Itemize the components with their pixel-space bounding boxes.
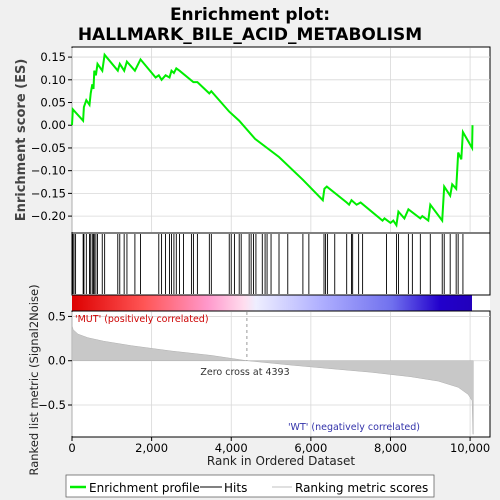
es-ytick-label: −0.15 <box>31 186 66 200</box>
metric-xlabel: Rank in Ordered Dataset <box>207 454 355 468</box>
es-plot-area <box>71 46 491 234</box>
metric-ytick-label: −0.5 <box>38 398 66 412</box>
metric-ytick-label: 0.5 <box>48 309 66 323</box>
es-ytick-label: −0.10 <box>31 164 66 178</box>
hits-marks <box>72 234 464 294</box>
metric-ylabel: Ranked list metric (Signal2Noise) <box>27 284 41 475</box>
x-tick-label: 2,000 <box>135 441 168 455</box>
metric-ytick-label: 0.0 <box>48 354 66 368</box>
rank-color-bar-tail <box>472 295 490 311</box>
es-ytick-label: −0.05 <box>31 141 66 155</box>
es-grid <box>71 48 490 232</box>
es-y-axis: 0.15 0.10 0.05 0.00 −0.05 −0.10 −0.15 −0.20 <box>31 50 72 223</box>
es-ytick-label: −0.20 <box>31 209 66 223</box>
chart-title-line1: Enrichment plot: <box>170 5 330 25</box>
es-line <box>71 52 474 228</box>
es-ylabel: Enrichment score (ES) <box>14 59 29 222</box>
chart-title-line2: HALLMARK_BILE_ACID_METABOLISM <box>78 25 422 45</box>
x-tick-label: 0 <box>68 441 75 455</box>
x-tick-label: 4,000 <box>215 441 248 455</box>
es-ytick-label: 0.10 <box>40 73 66 87</box>
es-ytick-label: 0.00 <box>40 118 66 132</box>
legend-es-label: Enrichment profile <box>89 481 200 495</box>
x-axis: 0 2,000 4,000 6,000 8,000 10,000 <box>68 437 490 455</box>
metric-y-axis: 0.5 0.0 −0.5 <box>38 309 72 412</box>
metric-area <box>71 325 474 435</box>
x-tick-label: 6,000 <box>294 441 327 455</box>
x-tick-label: 8,000 <box>374 441 407 455</box>
x-tick-label: 10,000 <box>450 441 490 455</box>
rank-color-bar <box>72 295 472 311</box>
pos-label: 'MUT' (positively correlated) <box>75 314 209 325</box>
legend-box <box>65 474 435 498</box>
es-ytick-label: 0.15 <box>40 50 66 64</box>
es-ytick-label: 0.05 <box>40 96 66 110</box>
legend-metric-label: Ranking metric scores <box>295 481 428 495</box>
zero-cross-label: Zero cross at 4393 <box>200 367 289 378</box>
legend-hits-label: Hits <box>224 481 247 495</box>
neg-label: 'WT' (negatively correlated) <box>288 422 420 433</box>
